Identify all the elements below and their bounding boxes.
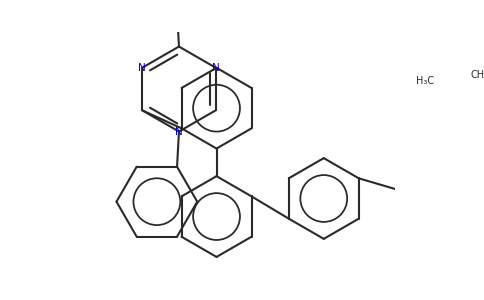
Text: N: N bbox=[212, 63, 220, 73]
Text: N: N bbox=[175, 127, 183, 136]
Text: CH₃: CH₃ bbox=[470, 70, 484, 80]
Text: N: N bbox=[138, 63, 146, 73]
Text: H₃C: H₃C bbox=[416, 76, 434, 86]
